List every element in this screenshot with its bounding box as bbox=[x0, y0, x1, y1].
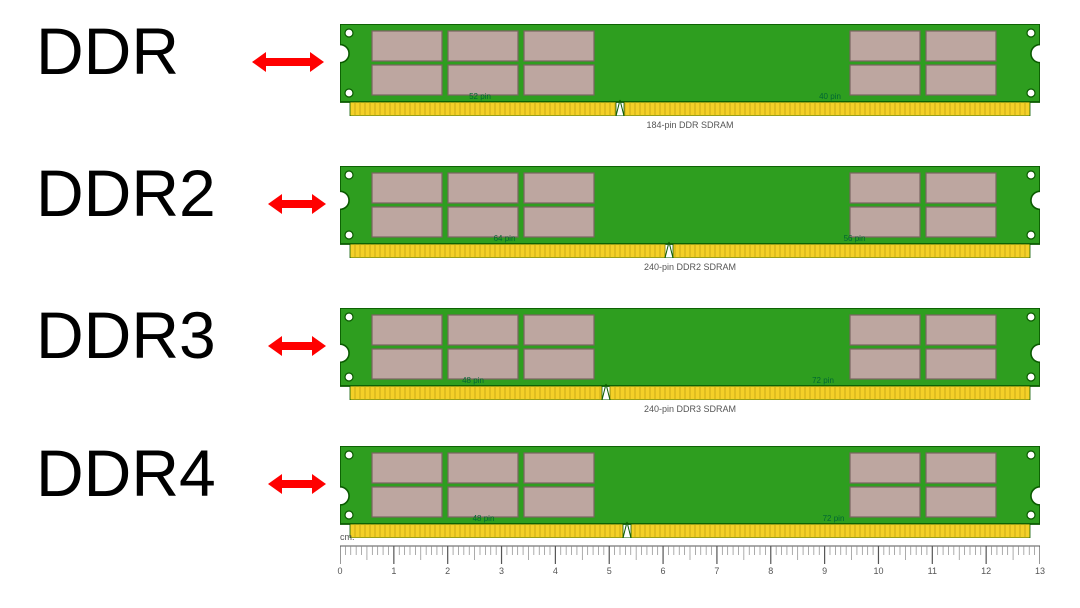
ruler-tick-label: 1 bbox=[386, 566, 402, 576]
arrow-ddr4 bbox=[268, 472, 326, 496]
pin-left-ddr3: 48 pin bbox=[453, 376, 493, 385]
arrow-ddr2 bbox=[268, 192, 326, 216]
pin-right-ddr3: 72 pin bbox=[803, 376, 843, 385]
pin-left-ddr: 52 pin bbox=[460, 92, 500, 101]
label-ddr2: DDR2 bbox=[36, 160, 216, 226]
ruler-tick-label: 12 bbox=[978, 566, 994, 576]
pin-left-ddr2: 64 pin bbox=[485, 234, 525, 243]
ruler-tick-label: 4 bbox=[547, 566, 563, 576]
ruler-tick-label: 9 bbox=[817, 566, 833, 576]
ruler-tick-label: 2 bbox=[440, 566, 456, 576]
ruler-tick-label: 6 bbox=[655, 566, 671, 576]
ruler-unit-label: cm. bbox=[340, 532, 355, 542]
ruler-tick-label: 13 bbox=[1032, 566, 1048, 576]
label-ddr3: DDR3 bbox=[36, 302, 216, 368]
pin-left-ddr4: 48 pin bbox=[464, 514, 504, 523]
caption-ddr: 184-pin DDR SDRAM bbox=[340, 120, 1040, 130]
ram-module-ddr bbox=[340, 24, 1040, 116]
ruler-tick-label: 11 bbox=[924, 566, 940, 576]
pin-right-ddr: 40 pin bbox=[810, 92, 850, 101]
label-ddr4: DDR4 bbox=[36, 440, 216, 506]
caption-ddr3: 240-pin DDR3 SDRAM bbox=[340, 404, 1040, 414]
caption-ddr2: 240-pin DDR2 SDRAM bbox=[340, 262, 1040, 272]
ram-module-ddr4 bbox=[340, 446, 1040, 538]
arrow-ddr bbox=[252, 50, 324, 74]
ram-module-ddr3 bbox=[340, 308, 1040, 400]
ruler-tick-label: 10 bbox=[870, 566, 886, 576]
ruler-tick-label: 3 bbox=[494, 566, 510, 576]
ram-module-ddr2 bbox=[340, 166, 1040, 258]
ruler-tick-label: 7 bbox=[709, 566, 725, 576]
arrow-ddr3 bbox=[268, 334, 326, 358]
ruler-tick-label: 0 bbox=[332, 566, 348, 576]
label-ddr: DDR bbox=[36, 18, 179, 84]
pin-right-ddr4: 72 pin bbox=[814, 514, 854, 523]
pin-right-ddr2: 56 pin bbox=[835, 234, 875, 243]
ruler-tick-label: 8 bbox=[763, 566, 779, 576]
ruler-tick-label: 5 bbox=[601, 566, 617, 576]
